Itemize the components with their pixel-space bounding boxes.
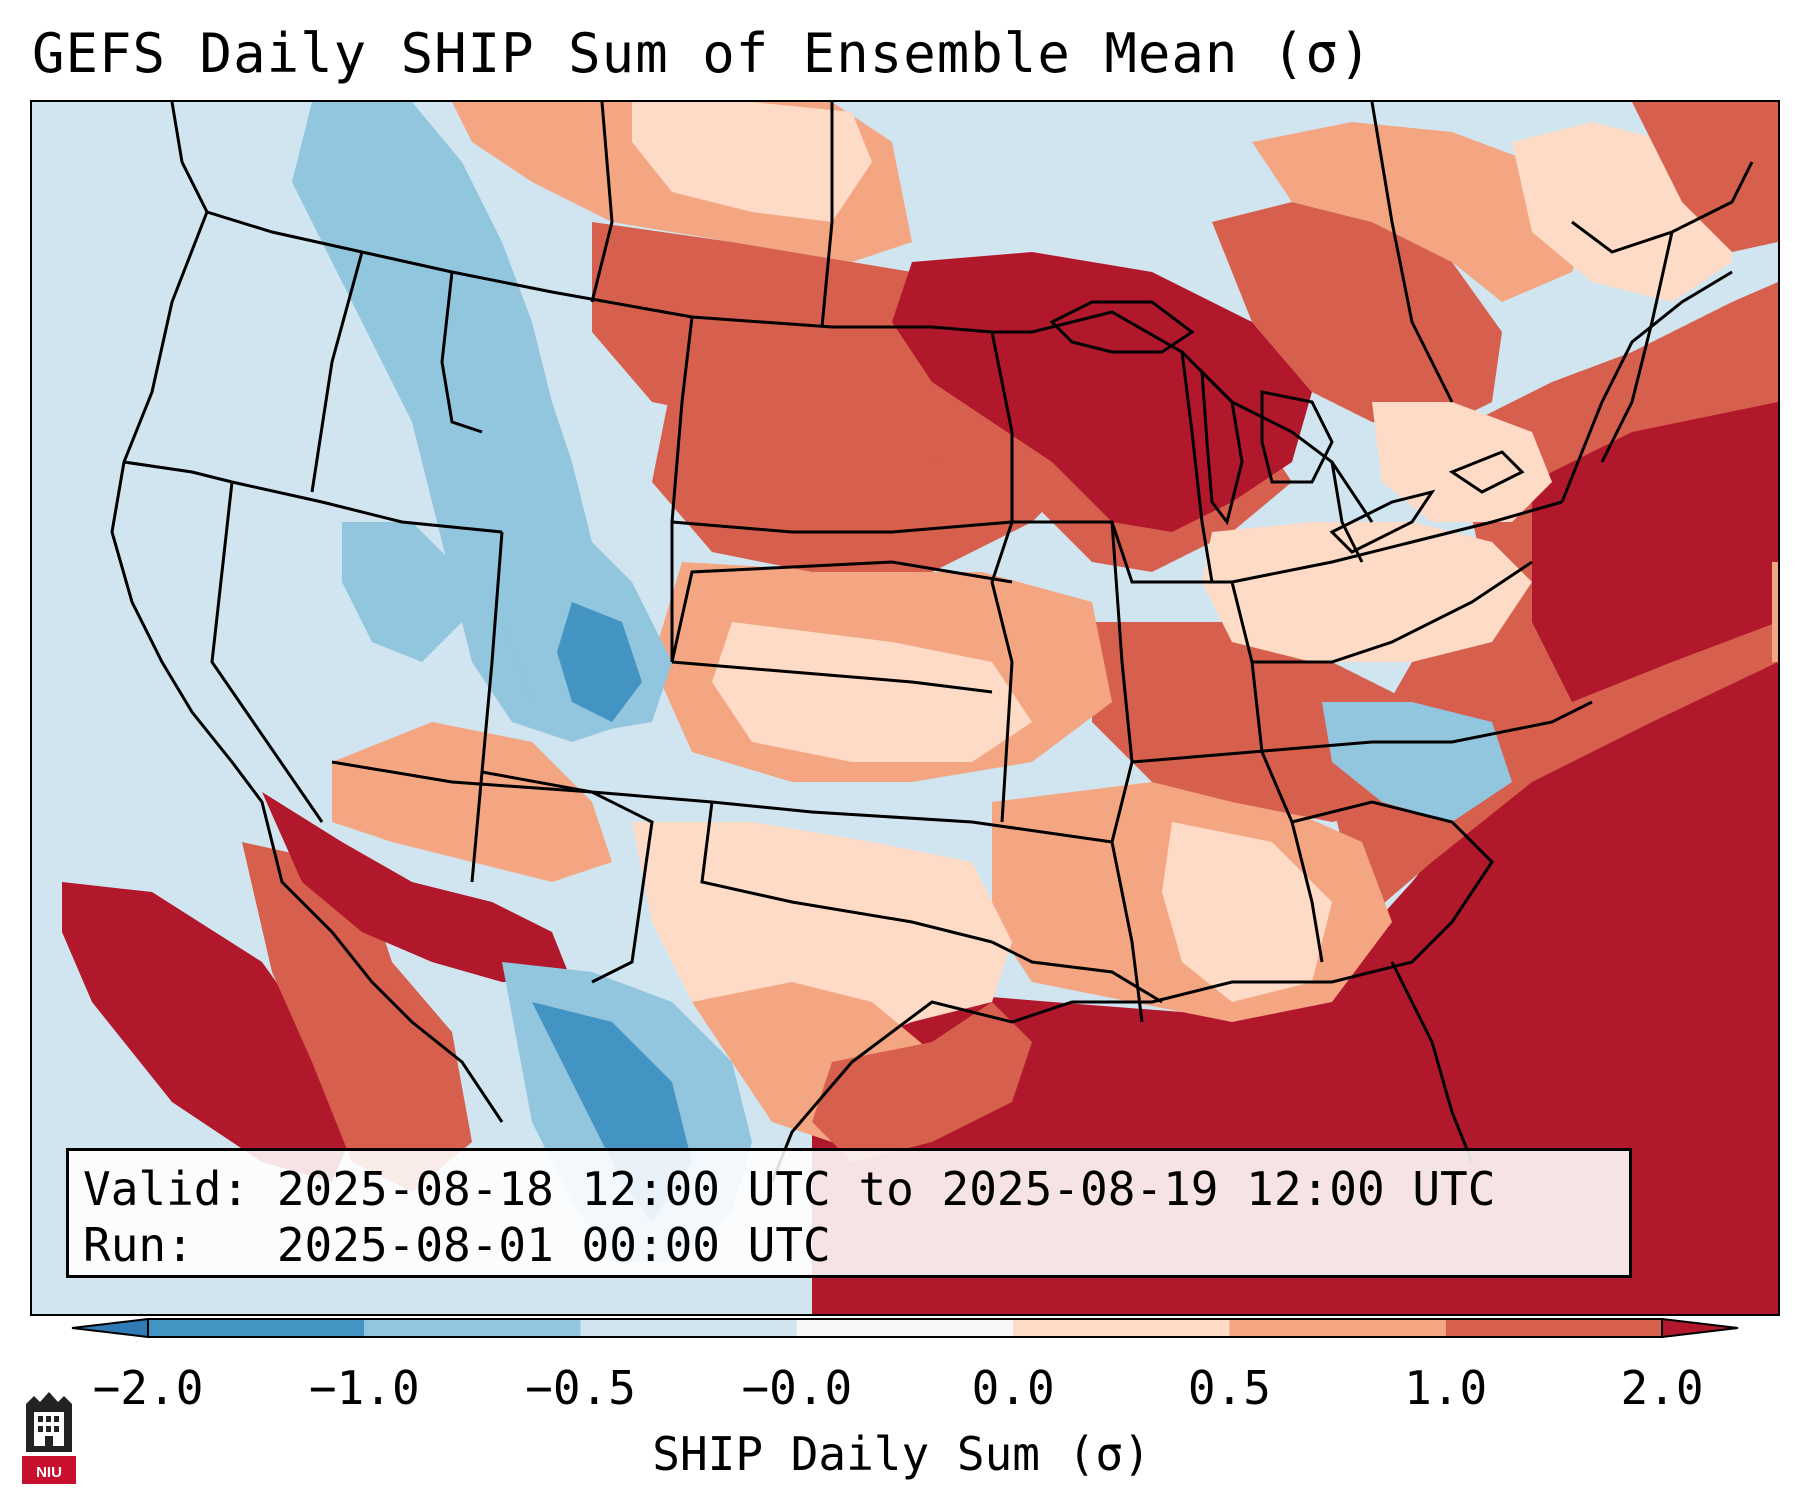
- colorbar-extend-low: [71, 1318, 149, 1338]
- niu-logo: NIU: [20, 1390, 78, 1486]
- anomaly-fields: [62, 102, 1778, 1314]
- page-title: GEFS Daily SHIP Sum of Ensemble Mean (σ): [32, 22, 1373, 85]
- colorbar-tick-label: −0.5: [525, 1361, 636, 1415]
- colorbar-segment: [580, 1319, 797, 1337]
- map-panel[interactable]: [30, 100, 1780, 1316]
- colorbar-tick-label: −1.0: [308, 1361, 420, 1415]
- state-boundaries: [110, 102, 1754, 1183]
- valid-time-text: Valid: 2025-08-18 12:00 UTC to 2025-08-1…: [83, 1162, 1496, 1216]
- run-time-text: Run: 2025-08-01 00:00 UTC: [83, 1218, 831, 1272]
- colorbar-segment: [364, 1319, 581, 1337]
- colorbar-ticks: [147, 1337, 1663, 1338]
- colorbar: [71, 1318, 1739, 1338]
- colorbar-tick-label: −2.0: [92, 1361, 204, 1415]
- colorbar-extend-high: [1661, 1318, 1739, 1338]
- colorbar-tick-label: 0.5: [1187, 1361, 1271, 1415]
- niu-logo-icon: [22, 1392, 76, 1484]
- colorbar-segment: [1445, 1319, 1662, 1337]
- niu-logo-text: NIU: [36, 1464, 62, 1481]
- colorbar-segment: [1013, 1319, 1230, 1337]
- validity-info-box: Valid: 2025-08-18 12:00 UTC to 2025-08-1…: [66, 1148, 1632, 1278]
- colorbar-segment: [796, 1319, 1014, 1337]
- colorbar-tick-label: −0.0: [741, 1361, 853, 1415]
- colorbar-segment: [148, 1319, 365, 1337]
- colorbar-border: [147, 1318, 1663, 1338]
- colorbar-segment: [1229, 1319, 1446, 1337]
- colorbar-tick-label: 1.0: [1404, 1361, 1488, 1415]
- ship-anomaly-map: [32, 102, 1778, 1314]
- colorbar-tick-label: 0.0: [971, 1361, 1055, 1415]
- colorbar-tick-label: 2.0: [1620, 1361, 1704, 1415]
- great-lakes-outline: [1049, 300, 1525, 554]
- colorbar-label: SHIP Daily Sum (σ): [652, 1427, 1151, 1481]
- colorbar-segments: [71, 1318, 1739, 1338]
